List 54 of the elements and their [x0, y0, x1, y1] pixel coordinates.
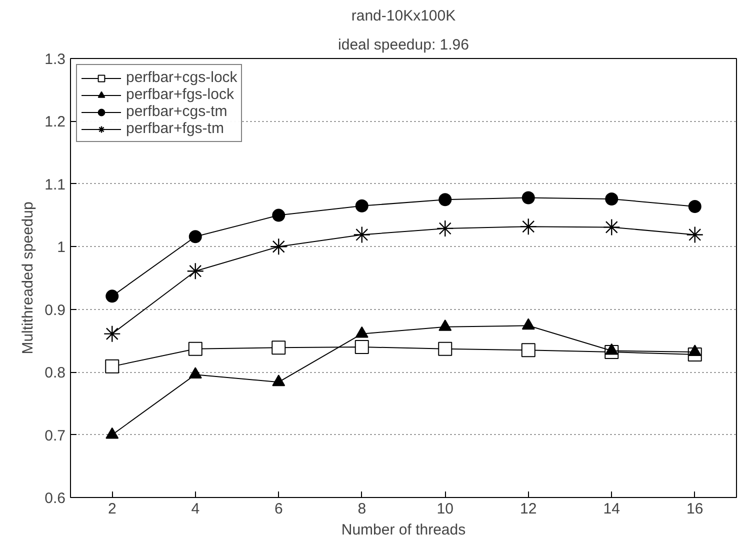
point — [354, 340, 369, 354]
point — [355, 199, 368, 212]
legend-label: perfbar+fgs-lock — [126, 86, 234, 103]
x-tick-label: 2 — [108, 500, 116, 518]
x-tick-label: 16 — [686, 500, 704, 518]
point — [438, 193, 452, 206]
x-tick-label: 10 — [436, 500, 454, 518]
point — [104, 325, 121, 342]
legend-label: perfbar+cgs-tm — [126, 103, 228, 120]
y-axis-title: Multithreaded speedup — [20, 202, 37, 354]
point — [522, 318, 535, 330]
legend-label: perfbar+fgs-tm — [126, 120, 224, 137]
y-tick-label: 1.1 — [44, 176, 66, 194]
point — [272, 340, 286, 355]
point — [436, 220, 454, 238]
y-tick-label: 0.9 — [44, 302, 66, 319]
point — [686, 226, 704, 244]
point — [521, 343, 536, 358]
point — [188, 367, 202, 379]
point — [188, 342, 202, 356]
point — [603, 218, 620, 236]
point — [438, 319, 452, 331]
y-tick-label: 0.8 — [44, 364, 66, 382]
point — [270, 238, 288, 256]
x-tick-label: 4 — [191, 500, 200, 518]
y-tick-label: 0.6 — [44, 490, 66, 507]
y-tick-label: 1.3 — [44, 51, 66, 68]
legend-label: perfbar+cgs-lock — [126, 69, 238, 86]
point — [272, 208, 286, 222]
x-tick-label: 6 — [274, 500, 283, 518]
x-tick-label: 12 — [520, 500, 537, 518]
point — [522, 191, 535, 204]
point — [688, 344, 702, 356]
point — [688, 200, 702, 213]
point — [353, 226, 370, 244]
point — [272, 374, 286, 386]
point — [605, 192, 618, 206]
point — [106, 427, 119, 439]
y-tick-label: 1 — [57, 239, 66, 256]
point — [188, 230, 202, 244]
point — [186, 262, 204, 280]
x-axis-title: Number of threads — [341, 522, 466, 538]
point — [605, 343, 618, 355]
y-tick-label: 1.2 — [44, 114, 66, 131]
point — [106, 290, 119, 303]
chart-subtitle: ideal speedup: 1.96 — [338, 36, 469, 54]
y-tick-label: 0.7 — [44, 427, 66, 444]
point — [355, 326, 368, 338]
point — [438, 342, 452, 356]
point — [105, 359, 120, 374]
x-tick-label: 14 — [603, 500, 620, 518]
x-tick-label: 8 — [358, 500, 366, 518]
chart-title: rand-10Kx100K — [351, 8, 456, 24]
point — [520, 218, 537, 236]
